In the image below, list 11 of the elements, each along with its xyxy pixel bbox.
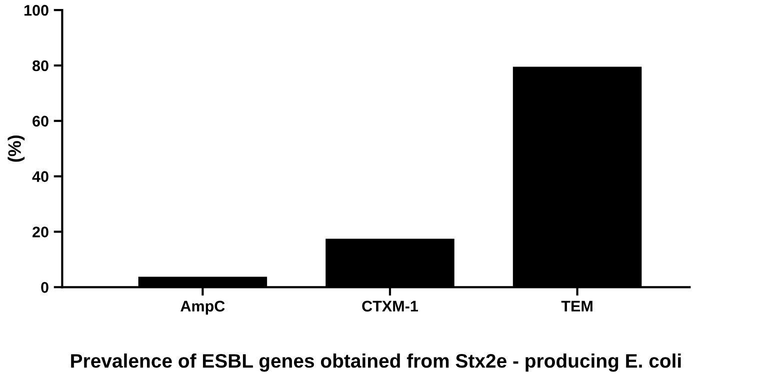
y-tick-label: 80 xyxy=(32,60,48,72)
x-tick-label: AmpC xyxy=(180,300,225,315)
y-axis-title: (%) xyxy=(8,135,25,162)
x-tick-label: TEM xyxy=(561,300,592,312)
x-tick-label: CTXM-1 xyxy=(362,300,418,312)
y-tick-label: 20 xyxy=(32,226,48,238)
x-axis-title: Prevalence of ESBL genes obtained from Stx2e - producing E. coli xyxy=(71,353,681,372)
y-tick-label: 40 xyxy=(32,171,48,182)
y-tick-label: 0 xyxy=(41,282,48,293)
y-tick-label: 60 xyxy=(32,116,48,127)
y-tick-label: 100 xyxy=(24,4,48,16)
